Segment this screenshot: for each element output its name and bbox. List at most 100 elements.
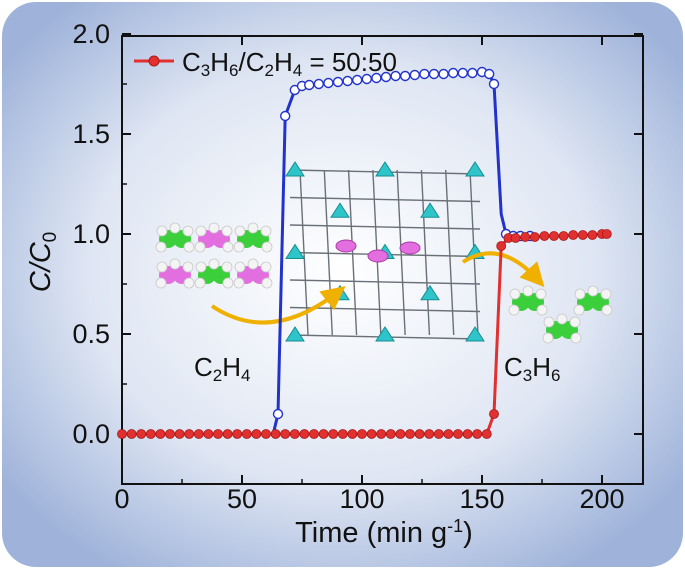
atom [195,261,207,273]
c2h4-point [419,68,430,80]
x-tick-label: 100 [339,484,384,514]
ethylene-icon [233,222,273,253]
metal-cluster-icon [285,243,305,259]
c3h6-point [289,429,300,439]
ethylene-icon [155,222,195,253]
c3h6-point [117,429,127,439]
c3h6-point [587,230,598,240]
c3h6-point [193,429,204,439]
c3h6-point [155,429,166,439]
x-axis-label: Time (min g-1) [295,516,473,549]
y-tick-label: 0.0 [72,419,110,449]
atom [169,258,181,270]
c2h4-point [400,70,411,82]
c2h4-point [488,78,500,90]
atom [536,304,548,316]
atom [155,241,167,253]
mof-strut [289,196,481,203]
c3h6-point [385,429,396,439]
c3h6-point [539,231,550,241]
mof-strut [289,279,481,285]
y-tick-label: 0.5 [72,319,110,349]
c3h6-point [520,232,531,242]
atom [183,277,195,289]
c3h6-point [366,429,377,439]
atom [261,277,273,289]
c3h6-annotation: C3H6 [504,352,561,385]
atom [169,222,181,234]
mof-strut [445,169,455,336]
metal-cluster-icon [420,202,440,218]
series-layer [117,66,612,439]
atom [156,225,168,237]
guest-molecule-icon [335,239,357,253]
c3h6-point [241,429,252,439]
atom [195,225,207,237]
x-tick-label: 0 [114,484,129,514]
c3h6-point [318,429,329,439]
guest-molecule-icon [367,249,389,263]
atom [222,241,234,253]
atom [221,261,233,273]
propylene-molecules-icon [508,285,613,344]
atom [182,261,194,273]
atom [182,225,194,237]
atom [247,258,259,270]
c3h6-point [126,429,137,439]
metal-cluster-icon [465,326,485,342]
propylene-icon [194,222,234,253]
metal-cluster-icon [420,284,440,301]
c3h6-point [472,429,483,439]
atom [183,241,195,253]
c2h4-point [272,408,284,420]
metal-cluster-icon [375,161,395,177]
c3h6-point [496,241,507,251]
c3h6-point [433,429,444,439]
c3h6-point [424,429,435,439]
metal-cluster-icon [375,326,395,342]
mof-strut [420,169,431,336]
c3h6-point [337,429,348,439]
c3h6-point [174,429,185,439]
c2h4-point [484,68,495,80]
metal-cluster-icon [465,161,485,177]
c3h6-point [145,429,156,439]
mof-strut [289,224,481,230]
c3h6-point [270,429,281,439]
c3h6-point [309,429,319,439]
c3h6-point [357,429,367,439]
metal-cluster-icon [285,161,305,177]
atom [556,313,568,325]
c2h4-point [448,67,459,79]
c2h4-point [280,110,291,122]
c2h4-point [438,68,449,80]
c3h6-point [462,429,473,439]
c3h6-point [136,429,147,439]
c3h6-point [376,429,387,439]
atom [221,225,233,237]
c3h6-point [529,232,540,242]
c3h6-point [453,429,463,439]
legend-label: C3H6/C2H4 = 50:50 [182,47,397,80]
metal-cluster-icon [330,202,350,218]
atom [233,241,245,253]
x-axis-ticks: 0 50 100 150 200 [114,36,625,514]
ethylene-icon [542,313,582,344]
c3h6-point [443,429,454,439]
c3h6-point [213,429,223,439]
c2h4-point [332,76,344,88]
c3h6-point [203,429,214,439]
c2h4-annotation: C2H4 [194,352,251,385]
inflow-arrow-icon [210,286,346,325]
c2h4-point [467,67,478,79]
atom [587,285,599,297]
atom [535,288,547,300]
atom [155,277,167,289]
atom [156,261,168,273]
c3h6-point [184,429,195,439]
atom [260,261,272,273]
y-tick-label: 1.0 [72,219,110,249]
atom [247,222,259,234]
atom [509,288,521,300]
c3h6-point [601,229,612,239]
